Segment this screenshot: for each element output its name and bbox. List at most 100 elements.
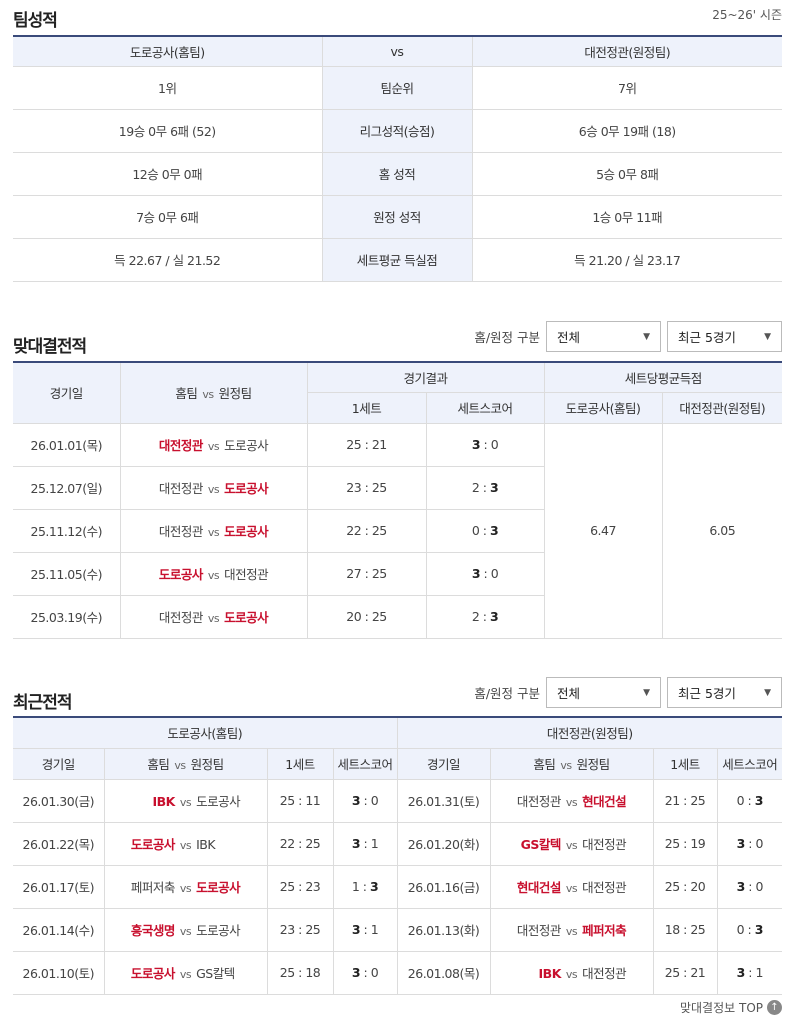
vs-label: vs	[207, 440, 220, 453]
stat-row: 1위 팀순위 7위	[13, 65, 782, 110]
arrow-up-icon: ↑	[767, 1000, 782, 1015]
match-date: 26.01.16(금)	[396, 864, 491, 909]
match-row: 25.03.19(수) 대전정관 vs 도로공사 20 : 25 2 : 3	[13, 594, 782, 639]
head-to-head-title: 맞대결전적	[13, 337, 87, 357]
stat-label: 홈 성적	[321, 151, 473, 196]
set-score: 3 : 0	[716, 821, 782, 866]
range-select[interactable]: 최근 5경기 ▼	[667, 677, 782, 708]
avg-home-header: 도로공사(홈팀)	[543, 391, 663, 424]
vs-label: vs	[207, 483, 220, 496]
filter-label: 홈/원정 구분	[474, 330, 540, 345]
away-team: 도로공사	[196, 794, 241, 809]
set-score: 1 : 3	[332, 864, 398, 909]
home-team: IBK	[152, 794, 176, 809]
season-label: 25~26' 시즌	[712, 8, 782, 22]
match-row: 25.11.12(수) 대전정관 vs 도로공사 22 : 25 0 : 3	[13, 508, 782, 553]
recent-row: 26.01.22(목) 도로공사 vs IBK 22 : 25 3 : 1 26.01.20…	[13, 821, 782, 866]
set1-score: 25 : 20	[652, 864, 718, 909]
vs-label: vs	[565, 882, 578, 895]
matchup: 대전정관 vs 도로공사	[119, 465, 308, 510]
caret-down-icon: ▼	[764, 687, 771, 698]
vs-label: vs	[207, 569, 220, 582]
home-away-select[interactable]: 전체 ▼	[546, 321, 661, 352]
home-stat: 12승 0무 0패	[13, 151, 323, 196]
home-stat: 1위	[13, 65, 323, 110]
vs-label: vs	[179, 968, 192, 981]
match-date: 26.01.01(목)	[13, 422, 121, 467]
set1-score: 25 : 21	[306, 422, 427, 467]
set1-score: 20 : 25	[306, 594, 427, 639]
set1-header: 1세트	[307, 391, 427, 424]
set1-score: 22 : 25	[266, 821, 334, 866]
top-button[interactable]: 맞대결정보 TOP ↑	[680, 999, 782, 1016]
top-label: 맞대결정보 TOP	[679, 1001, 763, 1015]
match-date: 26.01.30(금)	[13, 778, 105, 823]
set1-score: 25 : 18	[266, 950, 334, 995]
match-date: 26.01.17(토)	[13, 864, 105, 909]
caret-down-icon: ▼	[764, 331, 771, 342]
head-to-head-table: 경기일 홈팀 vs 원정팀 경기결과 세트당평균득점 1세트 세트스코어 도로공사(…	[13, 361, 782, 639]
left-team-header: 도로공사(홈팀)	[13, 716, 398, 749]
home-team: 도로공사	[130, 966, 176, 981]
match-date: 26.01.14(수)	[13, 907, 105, 952]
select-value: 최근 5경기	[678, 330, 736, 345]
set-score: 3 : 0	[332, 778, 398, 823]
set1-score: 21 : 25	[652, 778, 718, 823]
recent-row: 26.01.30(금) IBK vs 도로공사 25 : 11 3 : 0 26.01.31…	[13, 778, 782, 823]
vs-label: vs	[179, 839, 192, 852]
head-to-head-filters: 홈/원정 구분 전체 ▼ 최근 5경기 ▼	[474, 321, 782, 352]
match-date: 26.01.10(토)	[13, 950, 105, 995]
away-team: 도로공사	[224, 610, 269, 625]
set1-score: 25 : 19	[652, 821, 718, 866]
match-row: 26.01.01(목) 대전정관 vs 도로공사 25 : 21 3 : 0 6.47 6.0…	[13, 422, 782, 639]
filter-label: 홈/원정 구분	[474, 686, 540, 701]
avg-header: 세트당평균득점	[543, 361, 782, 393]
recent-row: 26.01.10(토) 도로공사 vs GS칼텍 25 : 18 3 : 0 26.01.0…	[13, 950, 782, 995]
result-header: 경기결과	[306, 361, 545, 393]
stat-row: 12승 0무 0패 홈 성적 5승 0무 8패	[13, 151, 782, 196]
set1-score: 25 : 21	[652, 950, 718, 995]
vs-label: vs	[207, 612, 220, 625]
vs-header: vs	[321, 35, 473, 67]
set-score: 0 : 3	[716, 778, 782, 823]
home-team: 흥국생명	[130, 923, 176, 938]
match-date: 25.03.19(수)	[13, 594, 121, 639]
recent-row: 26.01.17(토) 페퍼저축 vs 도로공사 25 : 23 1 : 3 26.01.1…	[13, 864, 782, 909]
vs-label: vs	[179, 925, 192, 938]
set-score: 2 : 3	[425, 594, 545, 639]
away-stat: 1승 0무 11패	[471, 194, 782, 239]
vs-label: vs	[179, 882, 192, 895]
home-away-select[interactable]: 전체 ▼	[546, 677, 661, 708]
home-team: 도로공사	[130, 837, 176, 852]
matchup: 도로공사 vs 대전정관	[119, 551, 308, 596]
recent-filters: 홈/원정 구분 전체 ▼ 최근 5경기 ▼	[474, 677, 782, 708]
home-team: 대전정관	[516, 923, 562, 938]
match-date: 26.01.13(화)	[396, 907, 491, 952]
setscore-header: 세트스코어	[716, 747, 782, 780]
matchup: 도로공사 vs GS칼텍	[103, 950, 268, 995]
vs-label: vs	[565, 839, 578, 852]
home-team: 페퍼저축	[130, 880, 176, 895]
recent-row: 26.01.14(수) 흥국생명 vs 도로공사 23 : 25 3 : 1 26.01.1…	[13, 907, 782, 952]
caret-down-icon: ▼	[643, 331, 650, 342]
home-stat: 19승 0무 6패 (52)	[13, 108, 323, 153]
matchup: IBK vs 대전정관	[489, 950, 654, 995]
away-stat: 득 21.20 / 실 23.17	[471, 237, 782, 282]
set1-score: 27 : 25	[306, 551, 427, 596]
set-score: 3 : 1	[716, 950, 782, 995]
range-select[interactable]: 최근 5경기 ▼	[667, 321, 782, 352]
set-score: 2 : 3	[425, 465, 545, 510]
home-team: 대전정관	[158, 610, 204, 625]
matchup: 대전정관 vs 도로공사	[119, 422, 308, 467]
recent-title: 최근전적	[13, 693, 73, 713]
team-stats-title: 팀성적	[13, 11, 58, 31]
away-team: 도로공사	[196, 880, 241, 895]
date-header: 경기일	[13, 747, 105, 780]
matchup: 대전정관 vs 도로공사	[119, 508, 308, 553]
match-date: 25.11.12(수)	[13, 508, 121, 553]
set-score: 3 : 1	[332, 821, 398, 866]
matchup: 대전정관 vs 도로공사	[119, 594, 308, 639]
set1-score: 25 : 11	[266, 778, 334, 823]
away-team: 대전정관	[582, 966, 627, 981]
stat-label: 원정 성적	[321, 194, 473, 239]
